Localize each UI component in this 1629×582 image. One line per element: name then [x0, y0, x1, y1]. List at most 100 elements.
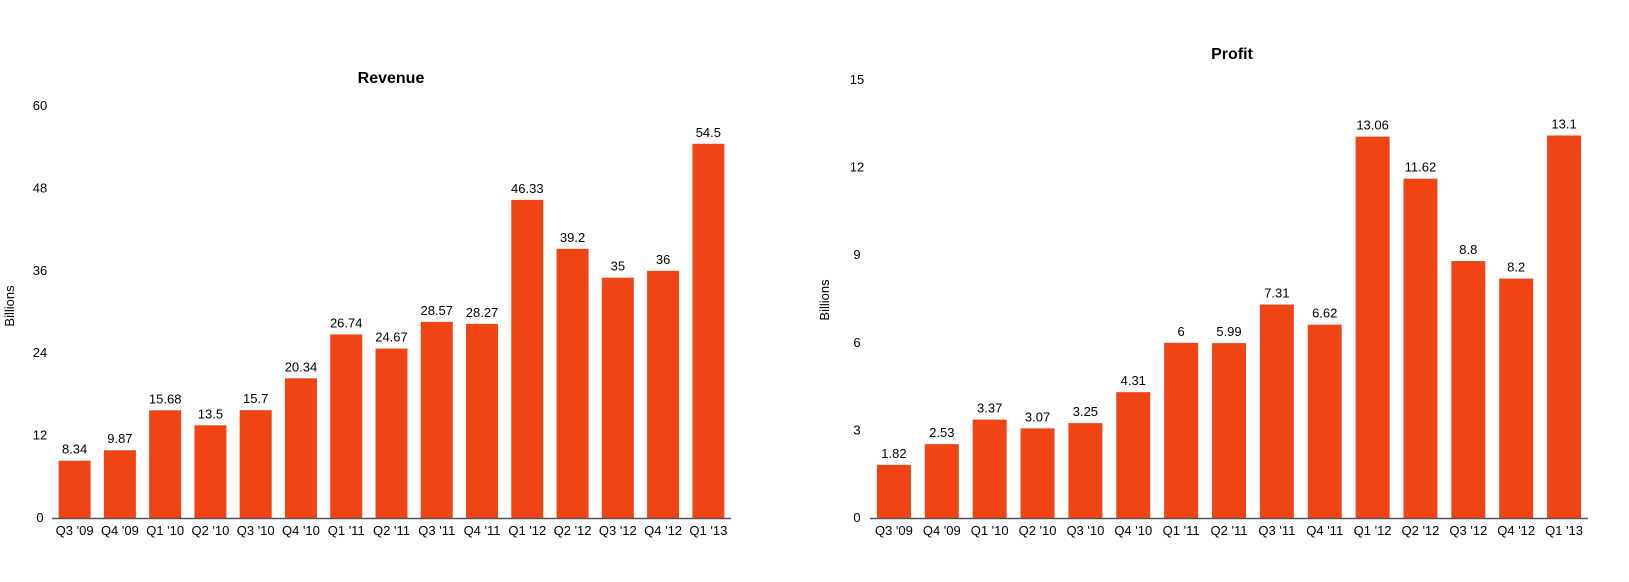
x-tick-label: Q4 '10 [1114, 523, 1152, 538]
x-tick-label: Q4 '12 [1497, 523, 1535, 538]
y-axis-label: Billions [817, 279, 832, 321]
data-label: 4.31 [1121, 373, 1146, 388]
data-label: 39.2 [560, 230, 585, 245]
y-tick-label: 24 [33, 345, 47, 360]
bar [284, 378, 317, 518]
data-label: 26.74 [330, 315, 363, 330]
x-tick-label: Q1 '12 [508, 523, 546, 538]
data-label: 3.37 [977, 401, 1002, 416]
bar [876, 464, 911, 518]
x-tick-label: Q4 '11 [1306, 523, 1343, 538]
x-tick-label: Q2 '12 [1402, 523, 1440, 538]
data-label: 6 [1178, 324, 1185, 339]
data-label: 28.57 [420, 303, 453, 318]
bar [149, 410, 182, 518]
data-label: 1.82 [881, 446, 906, 461]
y-tick-label: 48 [33, 180, 47, 195]
data-label: 46.33 [511, 181, 544, 196]
data-label: 5.99 [1216, 324, 1241, 339]
x-tick-label: Q4 '12 [644, 523, 682, 538]
x-tick-label: Q1 '11 [328, 523, 365, 538]
bar [466, 323, 499, 518]
x-tick-label: Q3 '10 [1066, 523, 1104, 538]
x-axis-ticks: Q3 '09 Q4 '09 Q1 '10 Q2 '10 Q3 '10 Q4 '10 Q1 '… [56, 523, 728, 538]
bar [1547, 135, 1582, 519]
data-label: 20.34 [285, 359, 318, 374]
chart-title: Profit [1211, 46, 1253, 63]
x-tick-label: Q1 '13 [689, 523, 727, 538]
x-tick-label: Q3 '09 [56, 523, 94, 538]
bar [972, 419, 1007, 518]
bar [1068, 423, 1103, 518]
bar [1164, 342, 1199, 518]
y-tick-label: 15 [850, 72, 864, 87]
data-label: 13.5 [198, 406, 223, 421]
x-tick-label: Q3 '11 [418, 523, 455, 538]
bar [420, 321, 453, 518]
data-label: 11.62 [1405, 160, 1437, 175]
data-label: 3.25 [1073, 404, 1098, 419]
bar [647, 270, 680, 518]
y-tick-label: 36 [33, 263, 47, 278]
y-tick-label: 9 [853, 247, 860, 262]
bar [1020, 428, 1055, 518]
y-axis-ticks: 0 12 24 36 48 60 [33, 98, 47, 525]
data-label: 15.7 [243, 391, 268, 406]
y-axis-ticks: 0 3 6 9 12 15 [850, 72, 864, 525]
data-label: 13.1 [1551, 116, 1576, 131]
x-tick-label: Q4 '11 [464, 523, 501, 538]
bar [1499, 278, 1534, 518]
chart-title: Revenue [358, 70, 425, 87]
data-label: 8.8 [1459, 242, 1477, 257]
y-tick-label: 60 [33, 98, 47, 113]
x-tick-label: Q2 '12 [554, 523, 592, 538]
bar [1307, 324, 1342, 518]
data-labels: 8.34 9.87 15.68 13.5 15.7 20.34 26.74 24.67 28.5… [62, 125, 721, 457]
bar [511, 199, 544, 518]
bar [103, 450, 136, 518]
bar [1212, 343, 1246, 518]
bar [58, 460, 91, 518]
data-label: 9.87 [107, 431, 132, 446]
data-label: 7.31 [1264, 286, 1289, 301]
x-tick-label: Q1 '10 [971, 523, 1009, 538]
x-tick-label: Q1 '10 [146, 523, 184, 538]
x-tick-label: Q3 '12 [1449, 523, 1487, 538]
y-tick-label: 0 [853, 510, 860, 525]
x-tick-label: Q2 '10 [191, 523, 229, 538]
bar [1116, 392, 1151, 518]
x-tick-label: Q2 '11 [1211, 523, 1248, 538]
data-label: 2.53 [929, 425, 954, 440]
x-tick-label: Q4 '09 [923, 523, 961, 538]
data-label: 8.2 [1507, 260, 1525, 275]
bar [692, 143, 725, 518]
data-label: 15.68 [149, 391, 182, 406]
y-tick-label: 6 [853, 335, 860, 350]
x-tick-label: Q3 '09 [875, 523, 913, 538]
data-labels: 1.82 2.53 3.37 3.07 3.25 4.31 6 5.99 7.31 6.62 13.… [881, 116, 1576, 460]
data-label: 28.27 [466, 305, 499, 320]
bar [194, 425, 227, 518]
x-tick-label: Q1 '13 [1545, 523, 1583, 538]
data-label: 3.07 [1025, 409, 1050, 424]
bar [1355, 136, 1390, 518]
revenue-chart: Revenue Billions 0 12 24 36 48 60 8.34 9.87 15.… [2, 70, 731, 538]
x-tick-label: Q1 '12 [1354, 523, 1392, 538]
bars [876, 135, 1582, 519]
bar [239, 410, 272, 518]
profit-chart: Profit Billions 0 3 6 9 12 15 1.82 2.53 3.37 3.0… [817, 46, 1588, 538]
data-label: 8.34 [62, 442, 87, 457]
y-tick-label: 0 [36, 510, 43, 525]
x-tick-label: Q3 '10 [237, 523, 275, 538]
y-tick-label: 3 [853, 422, 860, 437]
x-tick-label: Q4 '10 [282, 523, 320, 538]
x-tick-label: Q4 '09 [101, 523, 139, 538]
bars [58, 143, 725, 518]
data-label: 6.62 [1312, 306, 1337, 321]
y-axis-label: Billions [2, 285, 17, 327]
bar [1451, 261, 1486, 518]
bar [330, 334, 363, 518]
bar [556, 248, 589, 518]
x-tick-label: Q2 '10 [1019, 523, 1057, 538]
